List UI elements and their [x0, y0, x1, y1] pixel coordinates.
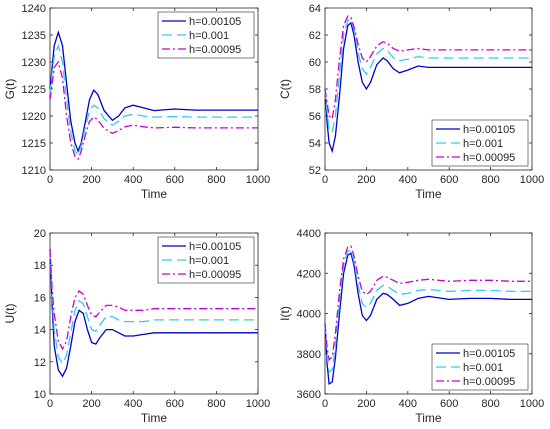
series-line-u-3	[49, 249, 258, 351]
x-tick-label: 400	[399, 398, 417, 410]
legend-label: h=0.00095	[189, 44, 241, 56]
y-axis-label: I(t)	[278, 306, 292, 321]
x-tick-label: 200	[82, 398, 100, 410]
legend-label: h=0.00095	[463, 152, 515, 164]
legend-label: h=0.00105	[189, 241, 241, 253]
x-tick-label: 800	[481, 398, 499, 410]
x-tick-label: 200	[357, 398, 375, 410]
x-axis-label: Time	[141, 187, 168, 201]
legend-box	[431, 343, 529, 391]
x-tick-label: 400	[399, 174, 417, 186]
series-line-g-2	[49, 43, 258, 157]
y-tick-label: 1215	[22, 138, 46, 150]
y-tick-label: 1210	[22, 165, 46, 177]
y-tick-label: 4400	[297, 228, 321, 240]
y-tick-label: 1235	[22, 30, 46, 42]
x-tick-label: 1000	[520, 398, 544, 410]
series-line-u-2	[49, 249, 258, 365]
series-line-i-3	[324, 245, 532, 362]
y-tick-label: 64	[309, 3, 321, 15]
series-line-i-1	[324, 252, 532, 386]
y-axis-label: C(t)	[278, 79, 292, 99]
chart-panel-i: 0 200 400 600 800 1000 3600 3800 4000 4200 4400 Tim…	[278, 228, 544, 425]
legend-label: h=0.001	[463, 362, 503, 374]
legend-box	[157, 11, 255, 59]
y-axis-label: U(t)	[3, 304, 17, 324]
legend-u: h=0.00105 h=0.001 h=0.00095	[157, 236, 255, 284]
y-tick-label: 14	[34, 325, 46, 337]
x-tick-label: 200	[82, 174, 100, 186]
series-line-c-2	[324, 19, 532, 134]
x-tick-label: 1000	[520, 174, 544, 186]
y-tick-label: 12	[34, 357, 46, 369]
y-tick-label: 3600	[297, 389, 321, 401]
series-line-c-3	[324, 15, 532, 120]
x-tick-label: 600	[440, 174, 458, 186]
legend-label: h=0.001	[189, 255, 229, 267]
legend-box	[157, 236, 255, 284]
x-axis-label: Time	[141, 411, 168, 425]
series-line-g-1	[49, 30, 258, 153]
legend-label: h=0.00095	[189, 269, 241, 281]
series-line-g-3	[49, 60, 258, 161]
legend-box	[431, 119, 529, 167]
x-tick-label: 600	[166, 174, 184, 186]
x-tick-label: 0	[47, 174, 53, 186]
x-axis-label: Time	[415, 411, 442, 425]
x-tick-label: 800	[207, 398, 225, 410]
y-tick-label: 1220	[22, 111, 46, 123]
legend-label: h=0.00105	[463, 348, 515, 360]
y-tick-label: 10	[34, 389, 46, 401]
x-tick-label: 0	[322, 174, 328, 186]
x-axis-label: Time	[415, 187, 442, 201]
legend-label: h=0.00105	[189, 16, 241, 28]
y-tick-label: 52	[309, 165, 321, 177]
legend-g: h=0.00105 h=0.001 h=0.00095	[157, 11, 255, 59]
y-tick-label: 3800	[297, 349, 321, 361]
legend-i: h=0.00105 h=0.001 h=0.00095	[431, 343, 529, 391]
x-tick-label: 0	[322, 398, 328, 410]
x-tick-label: 400	[124, 174, 142, 186]
x-tick-label: 1000	[246, 174, 270, 186]
chart-panel-u: 0 200 400 600 800 1000 10 12 14 16 18 20 Time U(t) h=0…	[3, 228, 270, 425]
x-tick-label: 600	[440, 398, 458, 410]
series-line-c-1	[324, 21, 532, 154]
legend-label: h=0.00095	[463, 376, 515, 388]
y-axis-label: G(t)	[3, 79, 17, 100]
x-tick-label: 0	[47, 398, 53, 410]
y-tick-label: 4200	[297, 268, 321, 280]
y-tick-label: 56	[309, 111, 321, 123]
y-tick-label: 1225	[22, 84, 46, 96]
x-tick-label: 800	[481, 174, 499, 186]
series-line-u-1	[49, 249, 258, 378]
x-tick-label: 200	[357, 174, 375, 186]
legend-label: h=0.001	[463, 138, 503, 150]
y-tick-label: 18	[34, 260, 46, 272]
legend-c: h=0.00105 h=0.001 h=0.00095	[431, 119, 529, 167]
x-tick-label: 800	[207, 174, 225, 186]
y-tick-label: 1230	[22, 57, 46, 69]
y-tick-label: 16	[34, 292, 46, 304]
y-tick-label: 4000	[297, 309, 321, 321]
x-tick-label: 1000	[246, 398, 270, 410]
y-tick-label: 62	[309, 30, 321, 42]
y-tick-label: 58	[309, 84, 321, 96]
chart-panel-g: 0 200 400 600 800 1000 1210 1215 1220 1225 1230 123…	[3, 3, 270, 201]
series-line-i-2	[324, 249, 532, 374]
chart-panel-c: 0 200 400 600 800 1000 52 54 56 58 60 62 64 Time C(t) h…	[278, 3, 544, 201]
legend-label: h=0.001	[189, 30, 229, 42]
legend-label: h=0.00105	[463, 124, 515, 136]
y-tick-label: 20	[34, 228, 46, 240]
y-tick-label: 60	[309, 57, 321, 69]
x-tick-label: 600	[166, 398, 184, 410]
x-tick-label: 400	[124, 398, 142, 410]
y-tick-label: 54	[309, 138, 321, 150]
y-tick-label: 1240	[22, 3, 46, 15]
